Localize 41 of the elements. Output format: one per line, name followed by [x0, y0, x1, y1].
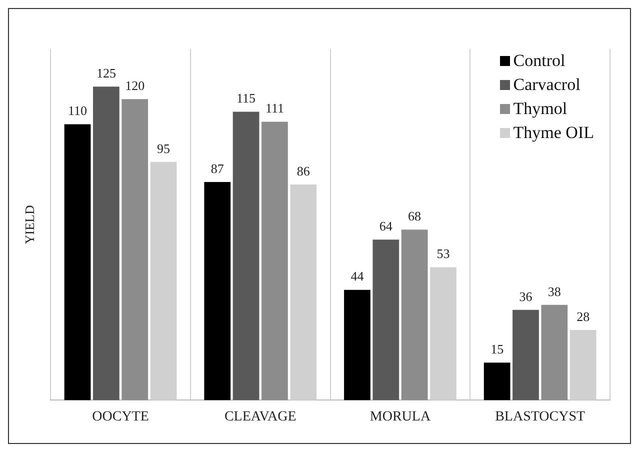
data-label: 120	[125, 78, 145, 94]
data-label: 125	[96, 66, 116, 81]
data-label: 53	[436, 246, 450, 262]
data-label: 15	[490, 341, 504, 356]
bar	[122, 99, 148, 400]
legend-label: Thymol	[513, 99, 568, 119]
data-label: 64	[379, 218, 393, 234]
x-tick-label: MORULA	[370, 409, 432, 424]
data-label: 110	[68, 103, 88, 118]
x-tick-label: CLEAVAGE	[224, 409, 296, 424]
bar	[401, 230, 428, 400]
bar	[232, 112, 260, 400]
bar	[512, 310, 539, 400]
bar	[484, 362, 510, 400]
data-label: 86	[296, 163, 310, 178]
data-label: 95	[157, 140, 170, 156]
data-label: 36	[519, 288, 533, 304]
bar	[262, 122, 288, 400]
data-label: 87	[210, 160, 224, 176]
data-label: 111	[265, 100, 284, 116]
data-label: 38	[548, 284, 561, 299]
legend-label: Control	[513, 51, 566, 71]
data-label: 68	[408, 208, 422, 224]
bar	[150, 162, 177, 400]
bar	[372, 240, 400, 400]
bar	[541, 304, 568, 400]
data-label: 44	[350, 268, 364, 284]
legend-label: Carvacrol	[513, 75, 580, 95]
bar	[64, 124, 91, 400]
y-axis-title: YIELD	[22, 205, 38, 244]
x-tick-label: BLASTOCYST	[495, 409, 586, 424]
bar	[93, 86, 120, 400]
data-label: 28	[576, 308, 590, 324]
data-label: 115	[236, 90, 256, 106]
x-tick-label: OOCYTE	[92, 409, 149, 424]
bar	[204, 182, 231, 400]
bar	[570, 330, 596, 400]
legend-label: Thyme OIL	[513, 123, 594, 143]
bar	[430, 267, 456, 400]
bar	[344, 290, 370, 400]
bar	[290, 184, 317, 400]
